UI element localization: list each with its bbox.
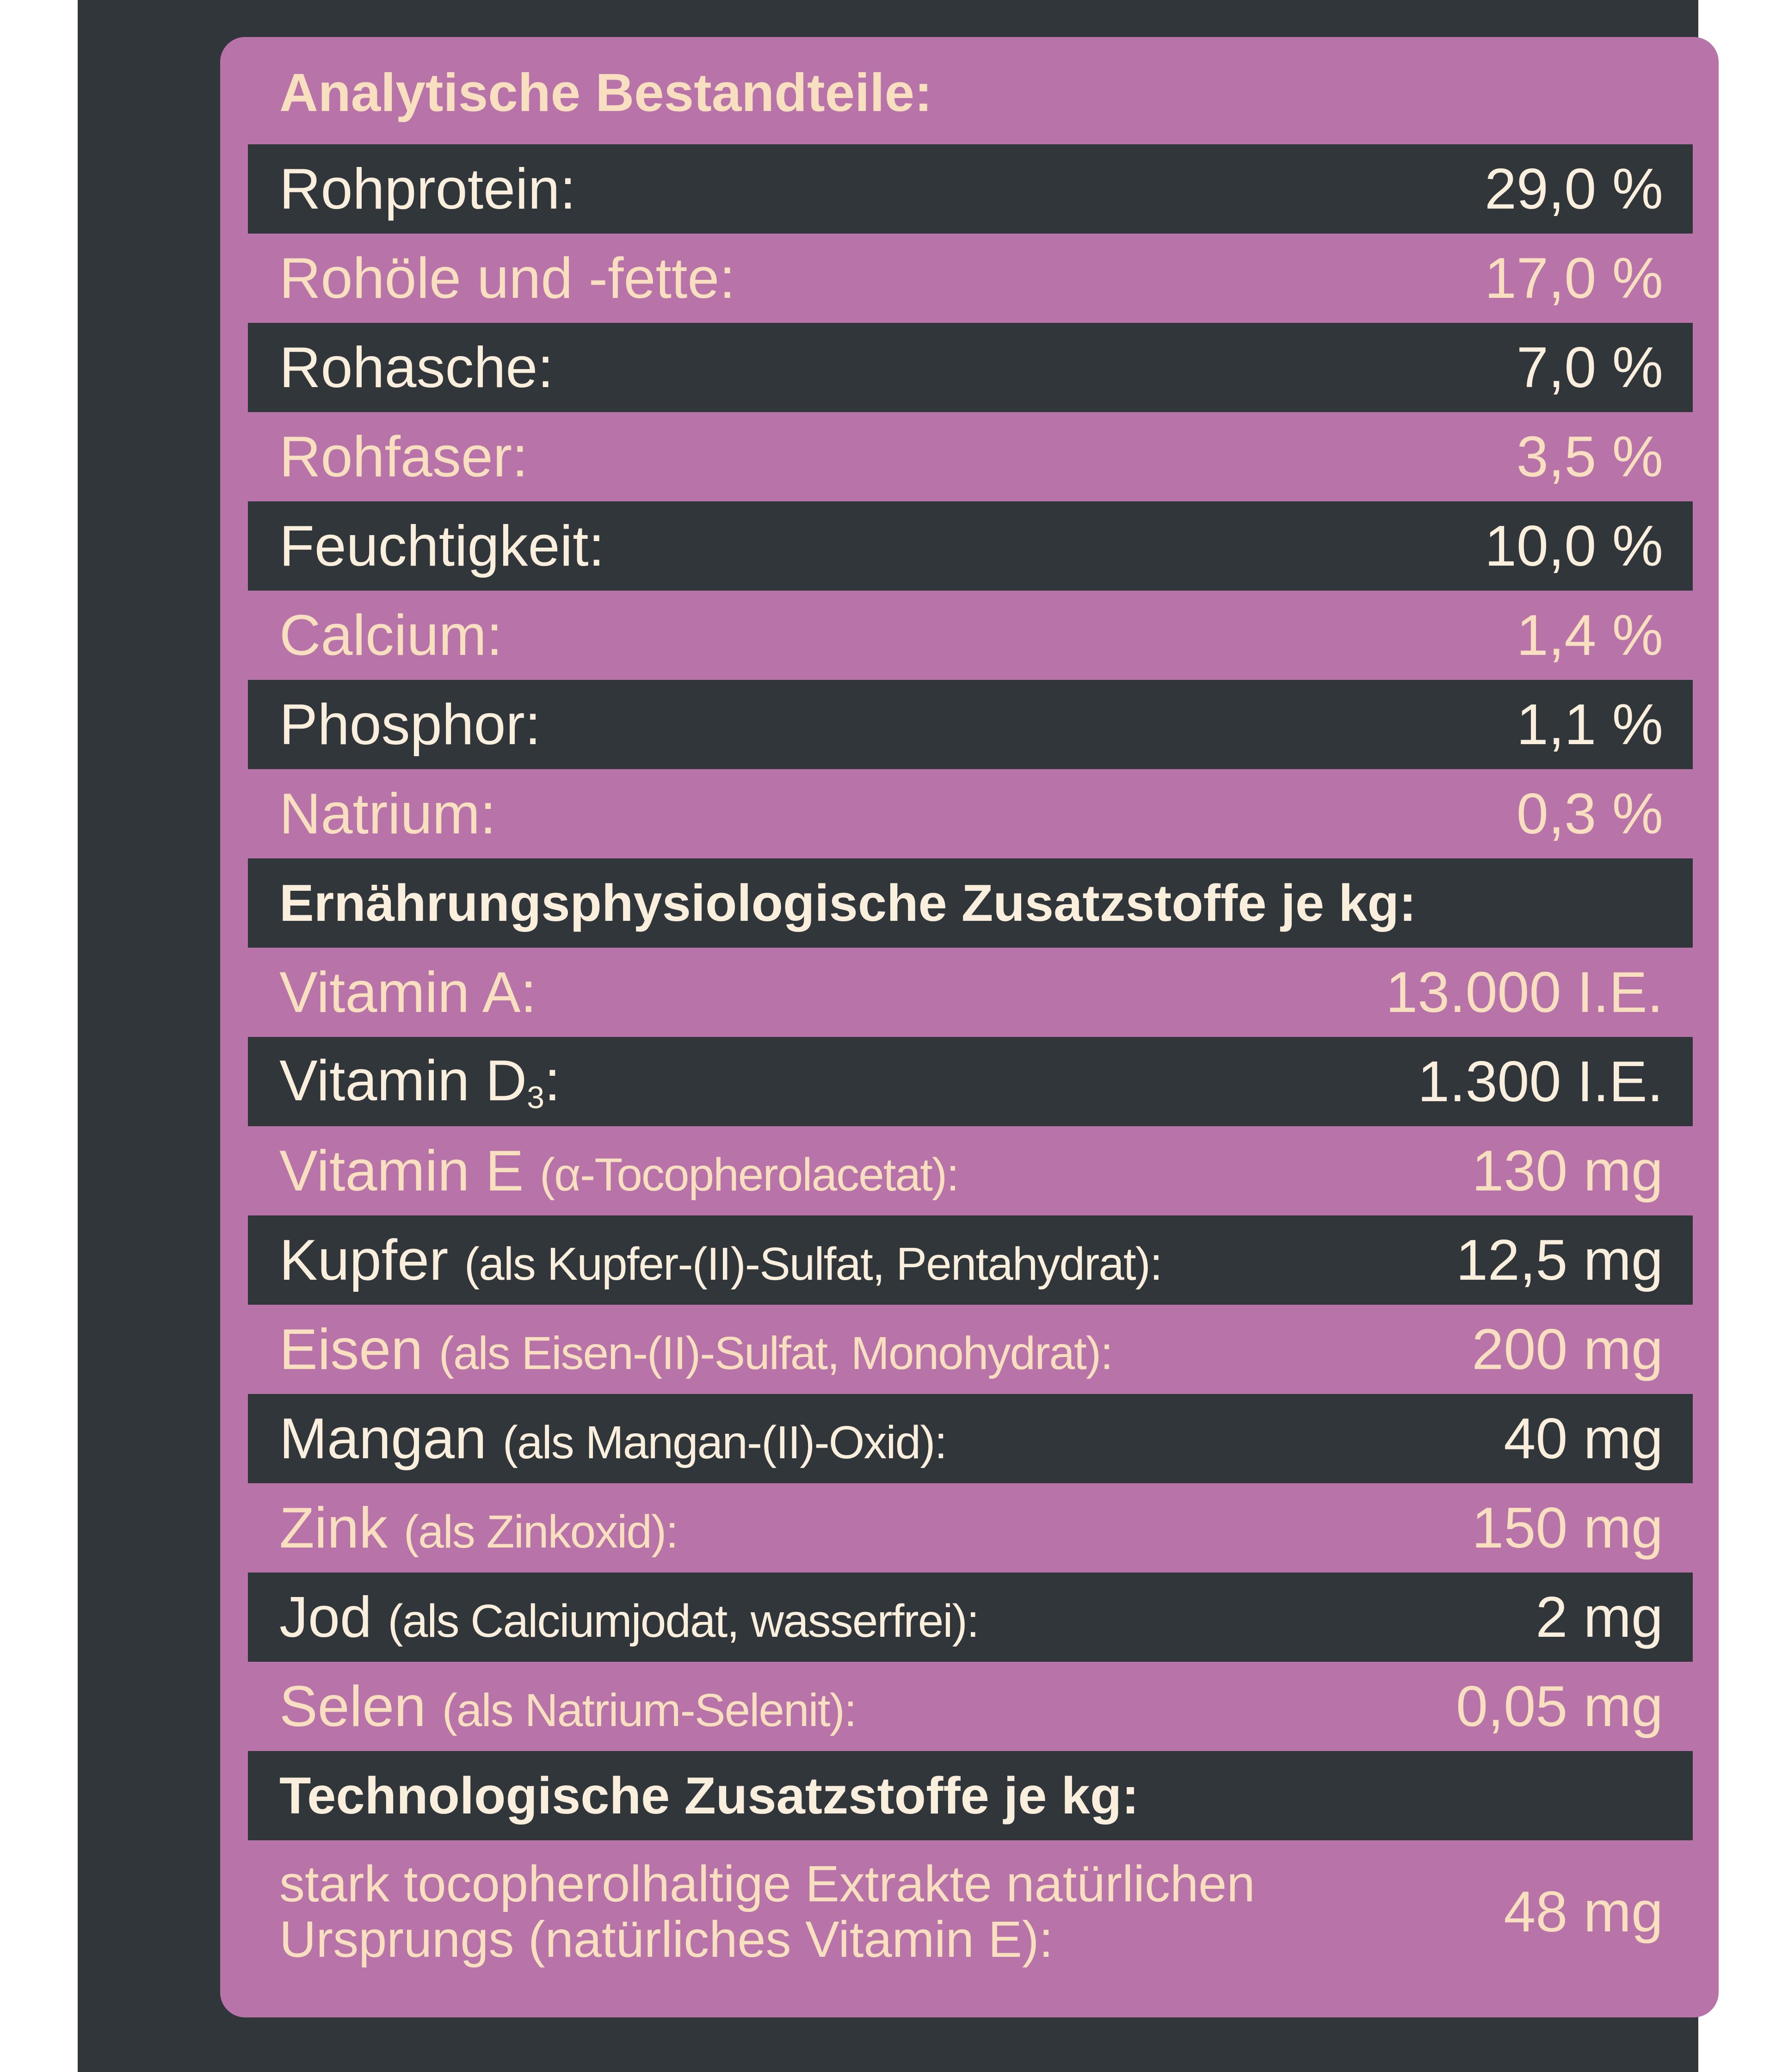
analytic-row-rohfaser: Rohfaser: 3,5 %	[248, 412, 1693, 501]
row-label: Vitamin A:	[279, 960, 537, 1024]
nutritional-row-jod: Jod (als Calciumjodat, wasserfrei): 2 mg	[248, 1572, 1693, 1662]
row-value: 1,1 %	[1516, 692, 1663, 757]
row-value: 12,5 mg	[1455, 1228, 1663, 1292]
analytic-section-title: Analytische Bestandteile:	[279, 62, 932, 123]
nutritional-row-kupfer: Kupfer (als Kupfer-(II)-Sulfat, Pentahyd…	[248, 1215, 1693, 1305]
row-label: Zink (als Zinkoxid):	[279, 1496, 678, 1560]
row-value: 48 mg	[1504, 1880, 1663, 1944]
row-value: 10,0 %	[1484, 514, 1663, 578]
row-label: Phosphor:	[279, 692, 541, 757]
row-value: 1.300 I.E.	[1418, 1049, 1663, 1114]
row-value: 3,5 %	[1516, 425, 1663, 489]
subscript: 3	[527, 1079, 545, 1115]
row-label: Jod (als Calciumjodat, wasserfrei):	[279, 1585, 980, 1649]
row-value: 0,05 mg	[1455, 1674, 1663, 1739]
row-label: Vitamin D3:	[279, 1048, 561, 1115]
row-value: 0,3 %	[1516, 782, 1663, 846]
row-label: Feuchtigkeit:	[279, 514, 605, 578]
nutritional-row-vitamin-e: Vitamin E (α-Tocopherolacetat): 130 mg	[248, 1126, 1693, 1215]
technological-section-title: Technologische Zusatzstoffe je kg:	[248, 1751, 1693, 1840]
row-value: 200 mg	[1472, 1317, 1663, 1381]
analytic-row-phosphor: Phosphor: 1,1 %	[248, 680, 1693, 769]
row-label: Rohprotein:	[279, 157, 576, 221]
row-label: Mangan (als Mangan-(II)-Oxid):	[279, 1406, 947, 1471]
row-label: Rohasche:	[279, 335, 554, 400]
analytic-row-natrium: Natrium: 0,3 %	[248, 769, 1693, 858]
analytic-row-rohasche: Rohasche: 7,0 %	[248, 323, 1693, 412]
row-label: Natrium:	[279, 782, 496, 846]
section-heading: Ernährungsphysiologische Zusatzstoffe je…	[279, 874, 1417, 932]
nutritional-row-vitamin-a: Vitamin A: 13.000 I.E.	[248, 948, 1693, 1037]
row-label: Rohöle und -fette:	[279, 246, 735, 310]
analytic-row-rohoele: Rohöle und -fette: 17,0 %	[248, 234, 1693, 323]
row-value: 17,0 %	[1484, 246, 1663, 310]
row-value: 40 mg	[1504, 1406, 1663, 1471]
row-label: Kupfer (als Kupfer-(II)-Sulfat, Pentahyd…	[279, 1228, 1163, 1292]
analytic-row-rohprotein: Rohprotein: 29,0 %	[248, 144, 1693, 234]
analytic-row-feuchtigkeit: Feuchtigkeit: 10,0 %	[248, 501, 1693, 591]
row-label: stark tocopherolhaltige Extrakte natürli…	[279, 1856, 1255, 1968]
nutrition-label-panel: Analytische Bestandteile: Rohprotein: 29…	[220, 37, 1719, 2017]
nutritional-section-title: Ernährungsphysiologische Zusatzstoffe je…	[248, 858, 1693, 948]
nutritional-row-zink: Zink (als Zinkoxid): 150 mg	[248, 1483, 1693, 1572]
row-label: Rohfaser:	[279, 425, 528, 489]
row-label: Eisen (als Eisen-(II)-Sulfat, Monohydrat…	[279, 1317, 1113, 1381]
row-value: 150 mg	[1472, 1496, 1663, 1560]
nutritional-row-vitamin-d3: Vitamin D3: 1.300 I.E.	[248, 1037, 1693, 1126]
analytic-row-calcium: Calcium: 1,4 %	[248, 591, 1693, 680]
row-value: 13.000 I.E.	[1386, 960, 1663, 1024]
nutritional-row-mangan: Mangan (als Mangan-(II)-Oxid): 40 mg	[248, 1394, 1693, 1483]
row-label: Calcium:	[279, 603, 503, 667]
row-value: 130 mg	[1472, 1139, 1663, 1203]
row-value: 2 mg	[1536, 1585, 1663, 1649]
nutritional-row-eisen: Eisen (als Eisen-(II)-Sulfat, Monohydrat…	[248, 1305, 1693, 1394]
row-label: Vitamin E (α-Tocopherolacetat):	[279, 1139, 959, 1203]
technological-row-tocopherol: stark tocopherolhaltige Extrakte natürli…	[248, 1840, 1693, 1984]
row-value: 1,4 %	[1516, 603, 1663, 667]
page-background: Analytische Bestandteile: Rohprotein: 29…	[78, 0, 1719, 2072]
row-label: Selen (als Natrium-Selenit):	[279, 1674, 857, 1739]
row-value: 29,0 %	[1484, 157, 1663, 221]
row-value: 7,0 %	[1516, 335, 1663, 400]
section-heading: Technologische Zusatzstoffe je kg:	[279, 1767, 1139, 1825]
nutritional-row-selen: Selen (als Natrium-Selenit): 0,05 mg	[248, 1662, 1693, 1751]
